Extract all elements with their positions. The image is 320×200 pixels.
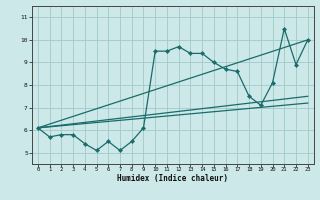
X-axis label: Humidex (Indice chaleur): Humidex (Indice chaleur) (117, 174, 228, 183)
